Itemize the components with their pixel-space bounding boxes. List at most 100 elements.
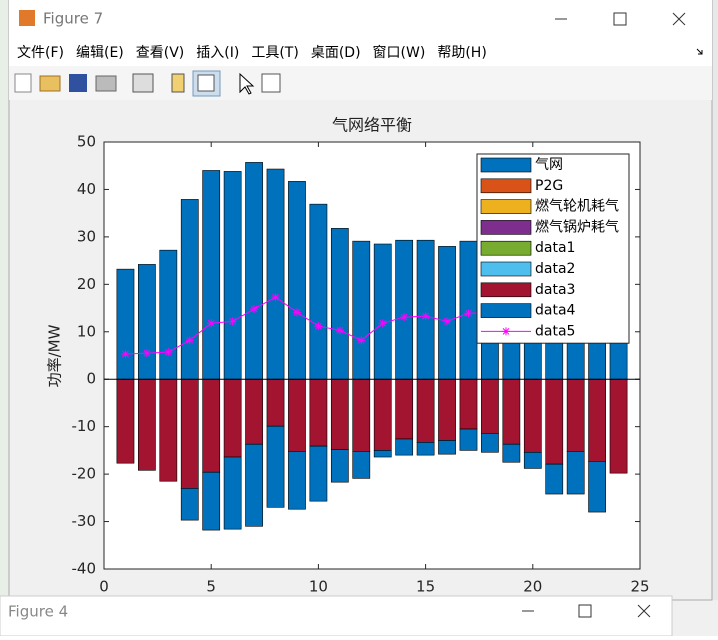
bar <box>330 228 349 380</box>
bar <box>502 443 521 463</box>
legend-label: P2G <box>535 178 563 194</box>
link-icon[interactable] <box>132 73 154 93</box>
bar <box>180 488 199 521</box>
bar <box>523 451 542 469</box>
bar <box>545 378 564 465</box>
marker <box>292 308 301 317</box>
menu-item[interactable]: 工具(T) <box>251 45 298 61</box>
legend-label: data4 <box>535 303 576 319</box>
x-tick-label: 0 <box>99 578 109 596</box>
menu-item[interactable]: 帮助(H) <box>437 45 486 61</box>
menu-item[interactable]: 查看(V) <box>136 45 185 61</box>
bar <box>459 428 478 451</box>
bar <box>288 378 306 452</box>
bar <box>202 378 221 473</box>
bar <box>309 445 328 502</box>
bar <box>395 239 414 380</box>
marker <box>164 348 173 357</box>
bar <box>159 249 178 380</box>
legend-swatch <box>480 282 532 298</box>
y-tick-label: 50 <box>77 133 96 151</box>
bar <box>352 378 371 452</box>
pointer-icon[interactable] <box>239 72 255 95</box>
legend-label: data3 <box>535 282 575 298</box>
menu-arrow[interactable] <box>696 48 703 55</box>
bar <box>309 378 328 447</box>
bar <box>266 168 285 380</box>
legend-swatch <box>480 157 532 173</box>
legend-swatch <box>480 199 532 214</box>
y-tick-label: -40 <box>72 560 97 578</box>
bar <box>223 171 242 380</box>
bar <box>566 451 585 495</box>
y-tick-label: 0 <box>86 370 96 388</box>
bar <box>373 450 392 458</box>
marker <box>314 322 323 331</box>
bar <box>438 378 456 441</box>
inspector-icon[interactable] <box>261 73 281 93</box>
menu-item[interactable]: 桌面(D) <box>311 45 361 61</box>
close-button[interactable] <box>672 12 686 26</box>
save-icon[interactable] <box>69 74 87 92</box>
bar <box>138 378 156 471</box>
maximize-button[interactable] <box>578 604 592 618</box>
y-tick-label: -30 <box>72 512 97 530</box>
marker <box>502 327 510 336</box>
menu-item[interactable]: 插入(I) <box>196 45 239 61</box>
bar <box>288 451 306 510</box>
y-axis-label: 功率/MW <box>46 324 64 387</box>
toolbar <box>9 66 712 100</box>
colorbar-icon[interactable] <box>171 73 185 93</box>
bar <box>245 162 263 380</box>
marker <box>400 313 409 322</box>
bar <box>416 378 435 443</box>
legend-swatch <box>480 261 532 277</box>
legend-swatch <box>480 220 532 235</box>
toolbar-icons <box>14 70 281 97</box>
y-tick-label: 10 <box>77 322 96 340</box>
x-tick-label: 10 <box>309 578 328 596</box>
menu-item[interactable]: 编辑(E) <box>76 45 124 61</box>
x-tick-label: 20 <box>523 578 542 596</box>
bar <box>245 378 263 445</box>
legend-label: 燃气轮机耗气 <box>535 198 619 215</box>
menu-item[interactable]: 文件(F) <box>17 45 64 61</box>
legend-icon-inner <box>197 74 215 92</box>
bar <box>352 240 371 380</box>
background-window <box>0 595 673 637</box>
bar <box>438 246 456 380</box>
window-title: Figure 7 <box>43 10 103 28</box>
bar <box>159 378 178 482</box>
background-window-title: Figure 4 <box>8 603 68 621</box>
marker <box>250 305 259 314</box>
bar <box>373 243 392 380</box>
bar <box>545 463 564 495</box>
marker <box>207 319 216 328</box>
bar <box>180 199 199 380</box>
legend-label: data1 <box>535 240 575 256</box>
bar <box>116 378 135 464</box>
marker <box>421 312 430 321</box>
x-tick-label: 5 <box>206 578 216 596</box>
y-tick-label: 30 <box>77 227 96 245</box>
open-icon[interactable] <box>39 75 61 92</box>
marker <box>378 319 387 328</box>
print-icon[interactable] <box>95 75 117 92</box>
bar <box>266 378 285 427</box>
bar <box>588 461 606 513</box>
bar <box>288 181 306 380</box>
legend-swatch <box>480 178 532 194</box>
marker <box>443 317 452 326</box>
menu-item[interactable]: 窗口(W) <box>373 44 426 61</box>
legend-swatch <box>480 303 532 318</box>
close-button[interactable] <box>637 604 651 618</box>
marker <box>335 326 344 335</box>
bar <box>523 378 542 453</box>
maximize-button[interactable] <box>613 12 627 26</box>
marker <box>142 349 151 358</box>
y-tick-label: 40 <box>77 180 96 198</box>
bar <box>502 378 521 445</box>
new-icon[interactable] <box>14 73 32 93</box>
y-tick-label: 20 <box>77 275 96 293</box>
